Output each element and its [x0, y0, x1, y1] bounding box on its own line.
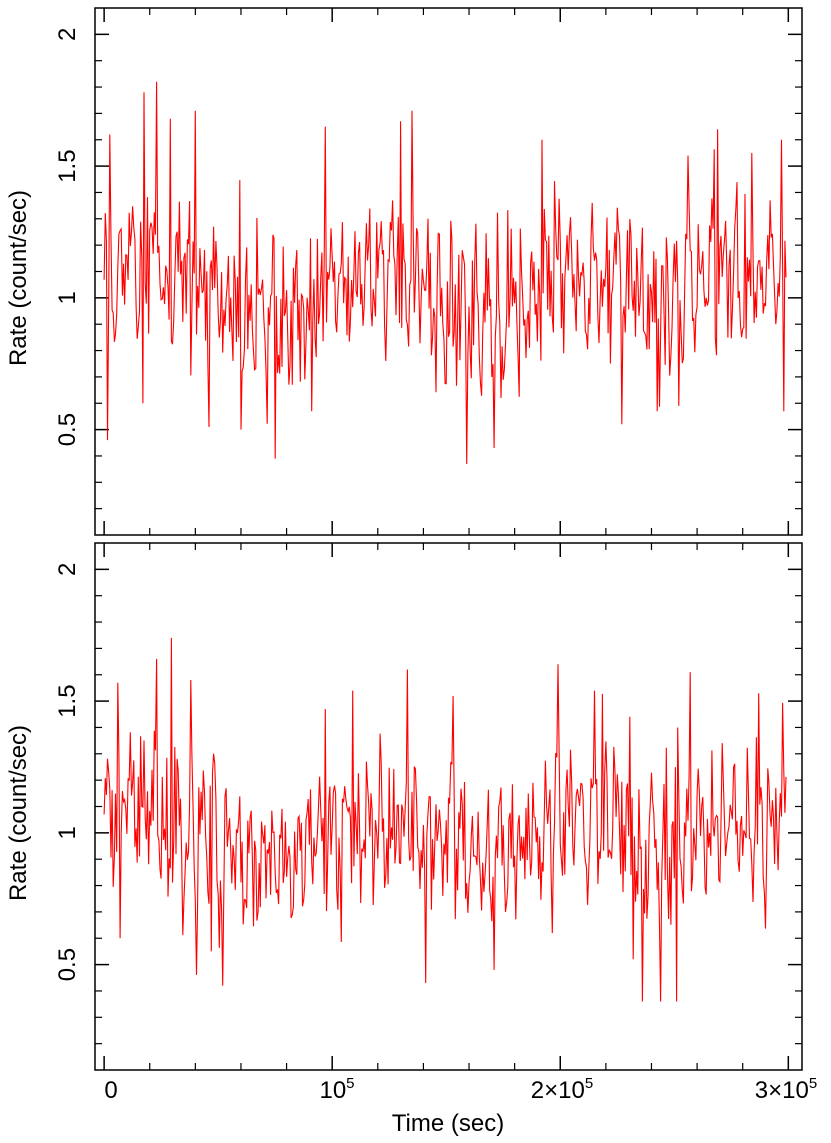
bottom-panel-lightcurve	[103, 637, 787, 1002]
bottom-y-tick-label-0: 0.5	[54, 948, 81, 981]
top-panel-y-tick-labels: 0.5 1 1.5 2	[54, 28, 81, 447]
bottom-rate-series-line	[103, 637, 787, 1002]
top-y-tick-label-0: 0.5	[54, 413, 81, 446]
top-y-tick-label-1: 1	[54, 291, 81, 304]
top-rate-series-line	[103, 81, 787, 464]
x-tick-label-2e5: 2×105	[531, 1075, 593, 1104]
bottom-panel-y-tick-labels: 0.5 1 1.5 2	[54, 563, 81, 982]
top-panel-lightcurve	[103, 81, 787, 464]
bottom-panel: 0.5 1 1.5 2 Rate (count/sec)	[5, 542, 803, 1071]
top-panel-ticks	[95, 8, 802, 535]
top-panel-ylabel: Rate (count/sec)	[5, 190, 32, 366]
top-panel: 0.5 1 1.5 2 Rate (count/sec)	[5, 7, 803, 536]
top-y-tick-label-2: 1.5	[54, 149, 81, 182]
top-y-tick-label-3: 2	[54, 28, 81, 41]
bottom-y-tick-label-1: 1	[54, 826, 81, 839]
x-axis-label: Time (sec)	[392, 1110, 504, 1137]
bottom-panel-ylabel: Rate (count/sec)	[5, 725, 32, 901]
bottom-y-tick-label-3: 2	[54, 563, 81, 576]
x-tick-label-0: 0	[104, 1077, 117, 1104]
x-tick-labels: 0 105 2×105 3×105	[104, 1075, 817, 1104]
x-tick-label-1e5: 105	[319, 1075, 354, 1104]
bottom-panel-ticks	[95, 543, 802, 1070]
x-tick-label-3e5: 3×105	[755, 1075, 817, 1104]
bottom-y-tick-label-2: 1.5	[54, 684, 81, 717]
